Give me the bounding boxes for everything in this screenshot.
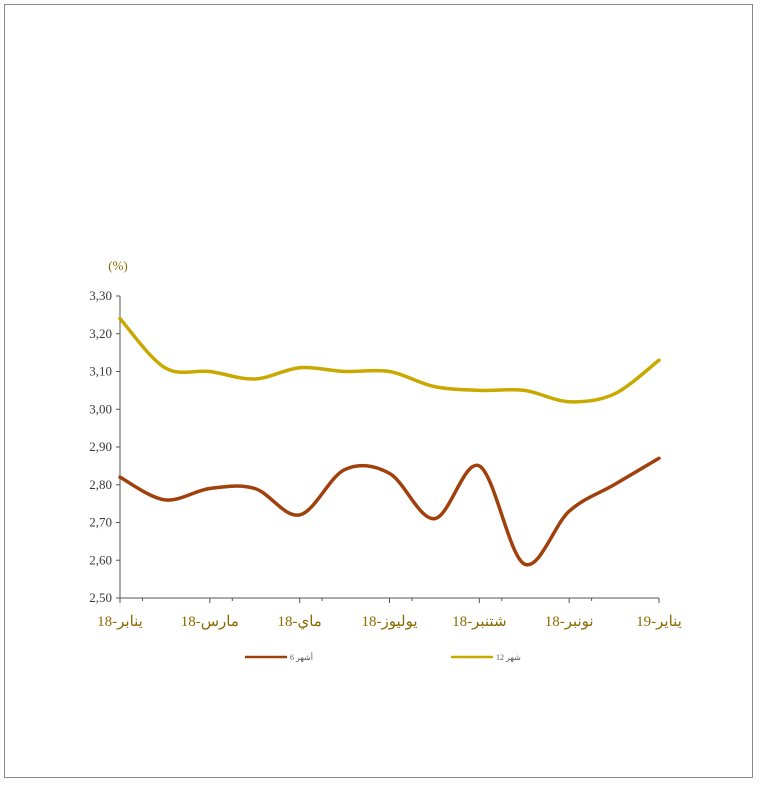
y-tick-label: 3,30 [89,288,112,303]
legend-label-1: 6 أشهر [290,651,313,662]
series-line-1 [118,456,661,567]
legend-label-2: 12 شهر [496,653,521,662]
y-tick-label: 2,50 [89,590,112,605]
y-tick-label: 3,00 [89,401,112,416]
x-tick-label: يوليوز-18 [361,614,417,630]
x-tick-label: ماي-18 [277,614,321,630]
x-tick-label: شتنبر-18 [452,614,506,630]
series-group [118,316,661,567]
y-tick-label: 2,90 [89,439,112,454]
y-tick-label: 2,60 [89,552,112,567]
x-tick-label: ينابر-18 [97,614,143,630]
axes: 2,50 2,60 2,70 2,80 2,90 3,00 3,10 3,20 3,30 يناب… [89,288,682,630]
x-tick-label: يناير-19 [636,614,682,630]
x-tick-label: نونبر-18 [545,614,594,630]
y-tick-label: 3,20 [89,326,112,341]
chart-frame [4,4,753,778]
legend: 6 أشهر 12 شهر [245,651,521,662]
y-unit-label: (%) [108,258,128,273]
y-tick-label: 2,80 [89,477,112,492]
x-tick-label: مارس-18 [181,614,239,630]
series-line-2 [118,316,661,404]
y-tick-label: 2,70 [89,515,112,530]
y-tick-label: 3,10 [89,364,112,379]
